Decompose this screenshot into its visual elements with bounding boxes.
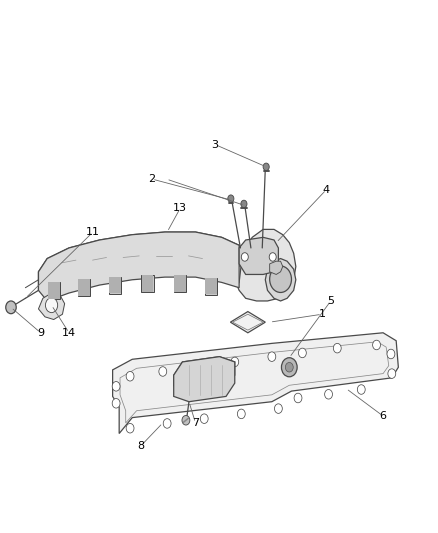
Circle shape <box>269 266 291 293</box>
Text: 2: 2 <box>148 174 155 184</box>
Circle shape <box>285 362 293 372</box>
Circle shape <box>267 352 275 361</box>
Circle shape <box>126 372 134 381</box>
Polygon shape <box>237 229 295 301</box>
Circle shape <box>386 349 394 359</box>
Polygon shape <box>39 232 239 290</box>
Circle shape <box>324 390 332 399</box>
Polygon shape <box>174 275 186 292</box>
Text: 7: 7 <box>191 418 198 428</box>
Circle shape <box>357 385 364 394</box>
Circle shape <box>6 301 16 314</box>
Text: 4: 4 <box>322 184 329 195</box>
Circle shape <box>227 195 233 203</box>
Polygon shape <box>39 232 239 301</box>
Polygon shape <box>39 293 64 319</box>
Polygon shape <box>173 357 234 394</box>
Circle shape <box>46 298 57 313</box>
Polygon shape <box>204 278 216 295</box>
Text: 6: 6 <box>379 411 386 421</box>
Circle shape <box>332 343 340 353</box>
Text: 1: 1 <box>318 309 325 319</box>
Polygon shape <box>141 275 153 292</box>
Polygon shape <box>47 282 60 299</box>
Circle shape <box>298 348 306 358</box>
Polygon shape <box>173 357 234 402</box>
Circle shape <box>240 200 247 208</box>
Circle shape <box>126 423 134 433</box>
Text: 14: 14 <box>62 328 76 338</box>
Circle shape <box>281 358 297 377</box>
Circle shape <box>230 357 238 367</box>
Circle shape <box>268 253 276 261</box>
Polygon shape <box>174 275 186 292</box>
Text: 5: 5 <box>326 296 333 306</box>
Text: 11: 11 <box>86 227 100 237</box>
Circle shape <box>159 367 166 376</box>
Circle shape <box>237 409 245 419</box>
Polygon shape <box>78 279 90 296</box>
Text: 3: 3 <box>211 140 218 150</box>
Polygon shape <box>109 277 120 293</box>
Polygon shape <box>239 237 278 274</box>
Text: 9: 9 <box>37 328 44 338</box>
Polygon shape <box>141 275 153 292</box>
Circle shape <box>112 399 120 408</box>
Circle shape <box>241 253 248 261</box>
Polygon shape <box>78 279 90 296</box>
Circle shape <box>262 163 268 171</box>
Text: 8: 8 <box>137 441 144 451</box>
Circle shape <box>387 369 395 378</box>
Circle shape <box>182 416 189 425</box>
Circle shape <box>163 419 171 428</box>
Circle shape <box>112 382 120 391</box>
Circle shape <box>193 361 201 371</box>
Polygon shape <box>265 259 295 301</box>
Circle shape <box>274 404 282 414</box>
Polygon shape <box>48 282 60 298</box>
Circle shape <box>200 414 208 423</box>
Circle shape <box>372 340 380 350</box>
Polygon shape <box>109 277 120 294</box>
Polygon shape <box>230 312 265 333</box>
Polygon shape <box>205 278 216 294</box>
Circle shape <box>293 393 301 403</box>
Polygon shape <box>113 333 397 433</box>
Text: 13: 13 <box>173 203 187 213</box>
Polygon shape <box>269 261 282 274</box>
